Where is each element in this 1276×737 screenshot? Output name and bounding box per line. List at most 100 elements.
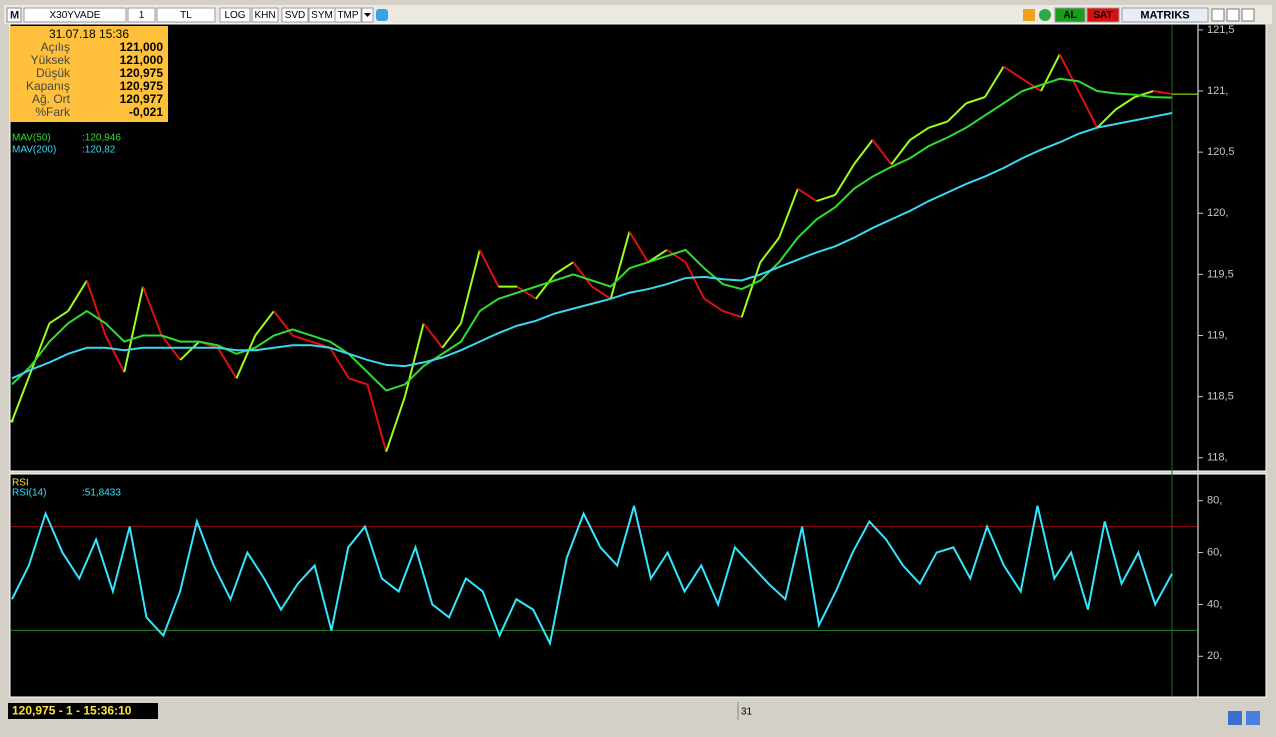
info-value: 121,000 bbox=[120, 40, 164, 54]
toolbar-button-box[interactable] bbox=[334, 7, 362, 23]
series-line bbox=[11, 505, 1173, 647]
last-price: 120,975 - 1 - 15:36:10 bbox=[12, 704, 132, 718]
y-tick-label: 80, bbox=[1207, 495, 1222, 507]
refresh-button[interactable] bbox=[1039, 9, 1051, 21]
lightning-icon[interactable] bbox=[1023, 9, 1035, 21]
y-tick-label: 40, bbox=[1207, 598, 1222, 610]
price-segment bbox=[516, 285, 537, 300]
last-price-box bbox=[8, 703, 158, 719]
price-segment bbox=[460, 249, 481, 324]
info-label: Düşük bbox=[36, 66, 71, 80]
y-tick-label: 118,5 bbox=[1207, 391, 1234, 403]
price-segment bbox=[123, 286, 144, 373]
price-segment bbox=[142, 286, 163, 336]
rsi-title: RSI bbox=[12, 478, 29, 489]
settings-icon[interactable] bbox=[1246, 711, 1260, 725]
price-segment bbox=[984, 66, 1005, 98]
brand: MATRIKS bbox=[1140, 9, 1189, 21]
legend-name: RSI(14) bbox=[12, 488, 46, 499]
toolbar-button-box[interactable] bbox=[219, 7, 251, 23]
period-box[interactable] bbox=[127, 7, 156, 23]
price-segment bbox=[329, 347, 350, 379]
buy-button-box[interactable] bbox=[1054, 7, 1086, 23]
price-segment bbox=[609, 231, 631, 300]
price-segment bbox=[48, 310, 69, 325]
price-segment bbox=[179, 340, 200, 361]
price-segment bbox=[403, 323, 425, 397]
price-segment bbox=[890, 139, 911, 165]
price-segment bbox=[1134, 90, 1154, 99]
symbol-box[interactable] bbox=[23, 7, 127, 23]
price-segment bbox=[965, 96, 986, 105]
price-segment bbox=[1003, 65, 1023, 80]
legend-name: MAV(200) bbox=[12, 145, 56, 156]
legend-value: :51,8433 bbox=[82, 488, 121, 499]
price-segment bbox=[628, 231, 649, 263]
series-line bbox=[11, 77, 1173, 392]
currency: TL bbox=[180, 10, 192, 21]
y-tick-label: 120,5 bbox=[1207, 146, 1235, 158]
toolbar-button: SVD bbox=[285, 10, 306, 21]
toolbar-button-box[interactable] bbox=[251, 7, 279, 23]
price-segment bbox=[853, 139, 874, 165]
price-segment bbox=[422, 322, 444, 349]
sell-button-box[interactable] bbox=[1086, 7, 1120, 23]
price-segment bbox=[666, 249, 687, 264]
price-segment bbox=[816, 193, 836, 202]
sell-button: SAT bbox=[1093, 10, 1112, 21]
info-box bbox=[10, 26, 168, 122]
info-value: -0,021 bbox=[129, 105, 163, 119]
info-label: Ağ. Ort bbox=[32, 92, 71, 106]
twitter-icon[interactable] bbox=[376, 9, 388, 21]
toolbar-button: SYM bbox=[311, 10, 333, 21]
price-segment bbox=[85, 280, 107, 336]
price-segment bbox=[759, 237, 780, 263]
price-segment bbox=[834, 163, 855, 196]
price-segment bbox=[684, 261, 706, 300]
toolbar-button: TMP bbox=[337, 10, 358, 21]
info-label: Kapanış bbox=[26, 79, 70, 93]
price-segment bbox=[797, 187, 818, 202]
info-value: 120,977 bbox=[120, 92, 164, 106]
price-segment bbox=[1077, 90, 1099, 129]
minimize[interactable] bbox=[1211, 8, 1225, 22]
price-segment bbox=[572, 261, 593, 288]
price-segment bbox=[928, 120, 948, 129]
price-segment bbox=[67, 279, 88, 312]
price-segment bbox=[11, 371, 32, 422]
legend-value: :120,946 bbox=[82, 133, 121, 144]
info-value: 120,975 bbox=[120, 66, 164, 80]
y-tick-label: 119, bbox=[1207, 329, 1228, 341]
date-marker: 31 bbox=[741, 707, 753, 718]
price-segment bbox=[591, 285, 612, 300]
price-segment bbox=[1058, 53, 1080, 92]
toolbar-button-box[interactable] bbox=[281, 7, 309, 23]
y-tick-label: 20, bbox=[1207, 650, 1222, 662]
currency-box[interactable] bbox=[156, 7, 216, 23]
price-segment bbox=[235, 335, 257, 379]
price-segment bbox=[703, 298, 724, 312]
info-value: 120,975 bbox=[120, 79, 164, 93]
price-segment bbox=[1021, 77, 1042, 92]
maximize[interactable] bbox=[1226, 8, 1240, 22]
close[interactable] bbox=[1241, 8, 1255, 22]
legend-value: :120,82 bbox=[82, 145, 116, 156]
price-segment bbox=[292, 334, 312, 343]
price-segment bbox=[535, 273, 556, 300]
info-value: 121,000 bbox=[120, 53, 164, 67]
price-segment bbox=[946, 102, 967, 123]
brand-box[interactable] bbox=[1121, 7, 1209, 23]
price-segment bbox=[1153, 90, 1173, 96]
app-icon[interactable] bbox=[6, 7, 22, 23]
price-segment bbox=[29, 322, 51, 373]
price-segment bbox=[216, 347, 238, 379]
y-tick-label: 118, bbox=[1207, 452, 1228, 464]
rsi-pane bbox=[9, 473, 1267, 698]
info-label: Açılış bbox=[41, 40, 70, 54]
refresh-icon[interactable] bbox=[1228, 711, 1242, 725]
price-segment bbox=[722, 310, 742, 319]
price-segment bbox=[254, 310, 275, 337]
symbol: X30YVADE bbox=[50, 10, 101, 21]
legend-name: MAV(50) bbox=[12, 133, 51, 144]
